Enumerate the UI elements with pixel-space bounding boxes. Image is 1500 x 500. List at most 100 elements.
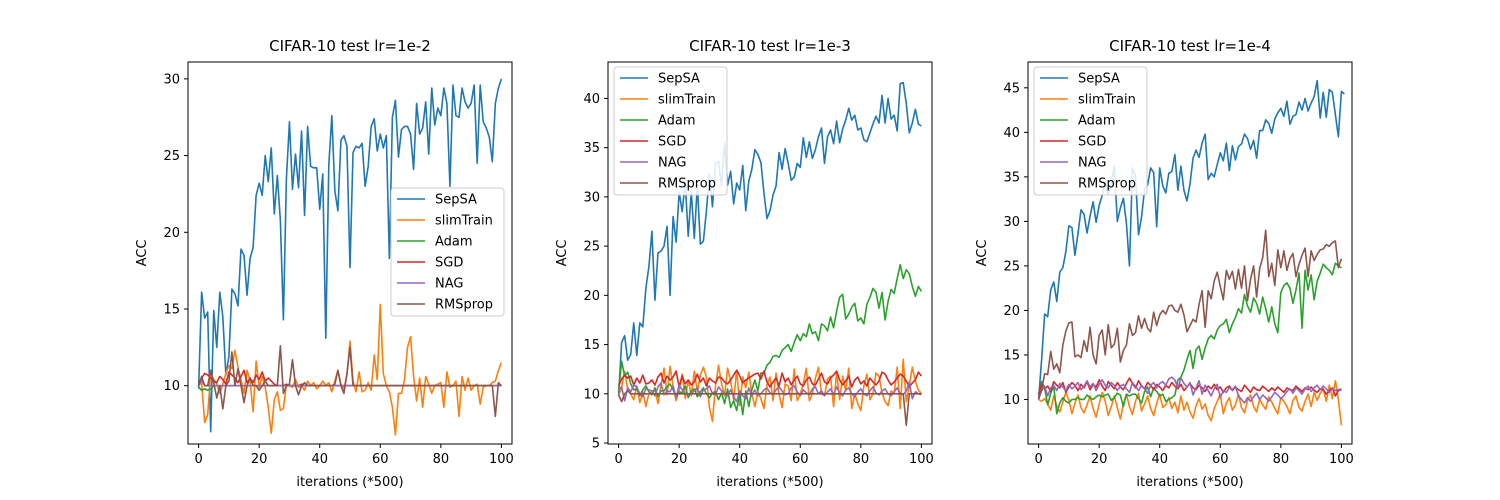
x-tick-label: 20 xyxy=(1091,452,1108,467)
y-tick-label: 35 xyxy=(583,141,600,156)
y-tick-label: 45 xyxy=(1003,81,1020,96)
y-tick-label: 40 xyxy=(583,92,600,107)
y-tick-label: 30 xyxy=(163,72,180,87)
series-line-adam xyxy=(617,264,923,416)
series-line-slimtrain xyxy=(1038,379,1343,426)
legend-label-slimtrain: slimTrain xyxy=(658,93,716,108)
chart-title: CIFAR-10 test lr=1e-3 xyxy=(689,37,851,55)
y-tick-label: 10 xyxy=(163,379,180,394)
legend-label-rmsprop: RMSprop xyxy=(1078,177,1136,192)
axes-border xyxy=(1027,61,1353,445)
x-tick-label: 40 xyxy=(311,452,328,467)
y-tick-label: 35 xyxy=(1003,170,1020,185)
series-line-sepsa xyxy=(197,78,503,433)
legend: SepSA slimTrain Adam SGD NAG RMSprop xyxy=(613,66,728,196)
series-line-rmsprop xyxy=(1037,229,1343,400)
x-tick-label: 80 xyxy=(433,452,450,467)
y-tick-label: 20 xyxy=(163,226,180,241)
y-tick-label: 25 xyxy=(1003,259,1020,274)
y-tick-label: 40 xyxy=(1003,126,1020,141)
x-tick-label: 20 xyxy=(671,452,688,467)
legend-label-sgd: SGD xyxy=(1078,135,1106,150)
y-tick-label: 15 xyxy=(163,302,180,317)
legend-label-sgd: SGD xyxy=(658,135,686,150)
chart-title: CIFAR-10 test lr=1e-2 xyxy=(269,37,431,55)
y-axis-label: ACC xyxy=(975,240,990,267)
y-tick-label: 15 xyxy=(1003,348,1020,363)
y-axis: 10 15 20 25 30 xyxy=(163,72,188,394)
x-tick-label: 0 xyxy=(614,452,622,467)
x-tick-label: 80 xyxy=(853,452,870,467)
series-layer xyxy=(1037,79,1345,426)
legend-label-sepsa: SepSA xyxy=(435,193,477,208)
axes-border xyxy=(187,61,513,445)
x-tick-label: 100 xyxy=(489,452,514,467)
legend: SepSA slimTrain Adam SGD NAG RMSprop xyxy=(390,187,505,317)
x-tick-label: 0 xyxy=(194,452,202,467)
x-axis: 0 20 40 60 80 100 xyxy=(614,444,934,467)
legend-label-rmsprop: RMSprop xyxy=(658,177,716,192)
series-line-sepsa xyxy=(1037,79,1345,400)
x-axis-label: iterations (*500) xyxy=(296,475,403,490)
legend-label-slimtrain: slimTrain xyxy=(435,214,493,229)
y-tick-label: 30 xyxy=(583,190,600,205)
series-line-sgd xyxy=(617,369,923,388)
x-tick-label: 80 xyxy=(1273,452,1290,467)
series-layer xyxy=(617,81,923,427)
x-axis: 0 20 40 60 80 100 xyxy=(194,444,514,467)
x-axis-label: iterations (*500) xyxy=(1136,475,1243,490)
axes-frame xyxy=(1027,61,1353,445)
chart-panel-lr-1e-3: CIFAR-10 test lr=1e-3 0 20 40 60 80 100 5 10 15… xyxy=(555,37,934,490)
series-line-slimtrain xyxy=(198,303,503,436)
x-tick-label: 60 xyxy=(372,452,389,467)
chart-panel-lr-1e-2: CIFAR-10 test lr=1e-2 0 20 40 60 80 100 10 15 2… xyxy=(135,37,514,490)
legend-label-adam: Adam xyxy=(658,114,696,129)
legend-label-sepsa: SepSA xyxy=(1078,72,1120,87)
x-tick-label: 100 xyxy=(1329,452,1354,467)
y-axis-label: ACC xyxy=(555,240,570,267)
y-tick-label: 20 xyxy=(1003,304,1020,319)
series-line-rmsprop xyxy=(197,345,502,418)
y-axis-label: ACC xyxy=(135,240,150,267)
x-axis: 0 20 40 60 80 100 xyxy=(1034,444,1354,467)
series-layer xyxy=(197,78,503,436)
y-axis: 5 10 15 20 25 30 35 40 xyxy=(583,92,608,452)
legend-label-nag: NAG xyxy=(1078,156,1106,171)
series-line-rmsprop xyxy=(617,390,922,427)
y-tick-label: 15 xyxy=(583,338,600,353)
legend-label-adam: Adam xyxy=(435,235,473,250)
y-tick-label: 5 xyxy=(592,437,600,452)
x-tick-label: 60 xyxy=(792,452,809,467)
series-line-adam xyxy=(1037,262,1342,415)
legend-label-slimtrain: slimTrain xyxy=(1078,93,1136,108)
chart-panel-lr-1e-4: CIFAR-10 test lr=1e-4 0 20 40 60 80 100 10 15 2… xyxy=(975,37,1354,490)
axes-frame xyxy=(607,61,933,445)
series-line-slimtrain xyxy=(617,358,923,423)
x-tick-label: 0 xyxy=(1034,452,1042,467)
x-tick-label: 40 xyxy=(1151,452,1168,467)
y-tick-label: 10 xyxy=(583,387,600,402)
y-tick-label: 10 xyxy=(1003,393,1020,408)
legend-label-sgd: SGD xyxy=(435,256,463,271)
legend-label-nag: NAG xyxy=(658,156,686,171)
legend-label-rmsprop: RMSprop xyxy=(435,298,493,313)
x-tick-label: 100 xyxy=(909,452,934,467)
x-tick-label: 60 xyxy=(1212,452,1229,467)
series-line-nag xyxy=(618,381,922,403)
legend-label-adam: Adam xyxy=(1078,114,1116,129)
legend-label-nag: NAG xyxy=(435,277,463,292)
chart-title: CIFAR-10 test lr=1e-4 xyxy=(1109,37,1271,55)
legend: SepSA slimTrain Adam SGD NAG RMSprop xyxy=(1033,66,1148,196)
axes-border xyxy=(607,61,933,445)
x-tick-label: 40 xyxy=(731,452,748,467)
x-axis-label: iterations (*500) xyxy=(716,475,823,490)
axes-frame xyxy=(187,61,513,445)
y-tick-label: 25 xyxy=(583,240,600,255)
y-axis: 10 15 20 25 30 35 40 45 xyxy=(1003,81,1028,408)
y-tick-label: 25 xyxy=(163,149,180,164)
y-tick-label: 20 xyxy=(583,289,600,304)
legend-label-sepsa: SepSA xyxy=(658,72,700,87)
series-line-sepsa xyxy=(617,81,922,396)
y-tick-label: 30 xyxy=(1003,215,1020,230)
